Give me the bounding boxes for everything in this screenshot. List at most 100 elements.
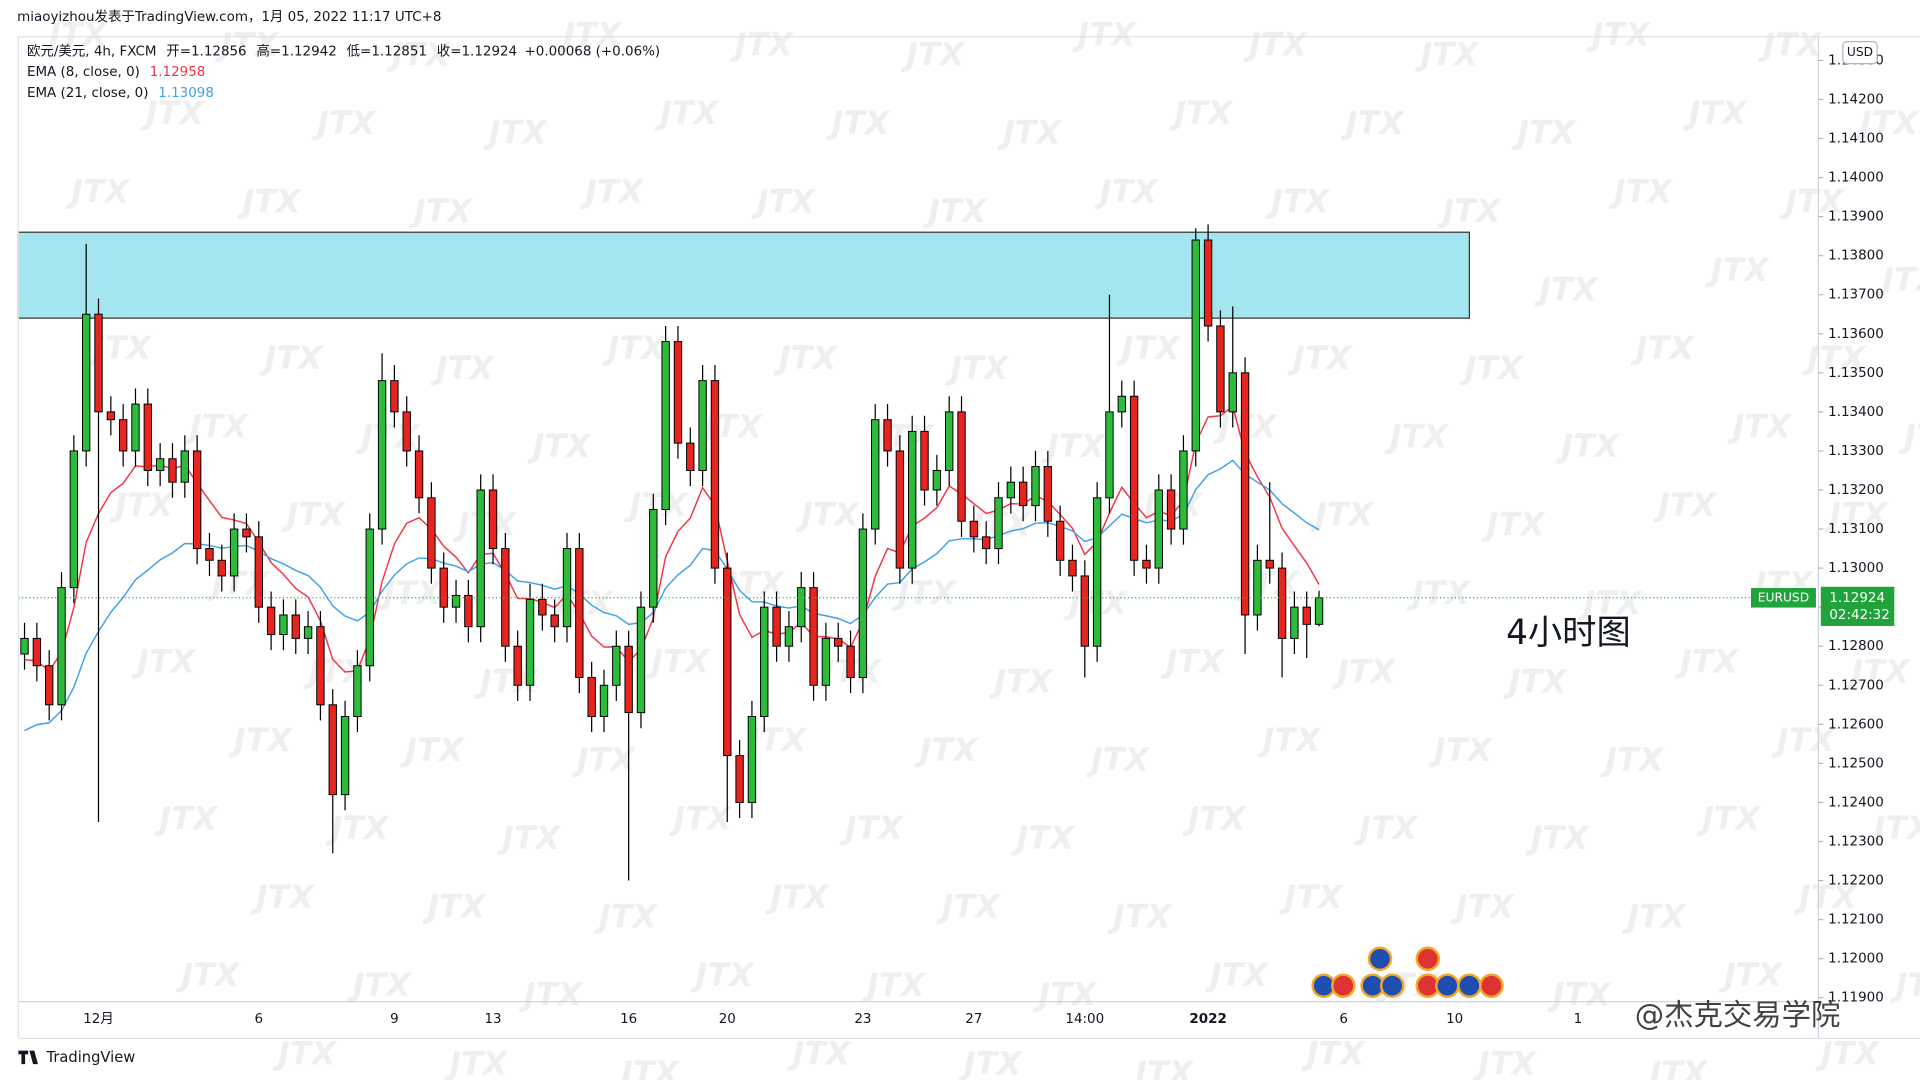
x-tick-label: 6: [254, 1012, 263, 1027]
candle-body: [575, 548, 584, 678]
watermark: JTX: [1511, 114, 1577, 152]
watermark: JTX: [527, 427, 593, 465]
ohlc-label: 高=: [256, 42, 281, 59]
event-icon[interactable]: [1435, 973, 1460, 998]
x-tick-label: 1: [1574, 1012, 1583, 1027]
event-icon[interactable]: [1457, 973, 1482, 998]
watermark: JTX: [1779, 182, 1845, 220]
watermark: JTX: [601, 329, 667, 367]
candle-body: [143, 403, 153, 471]
watermark: JTX: [1674, 643, 1740, 681]
candle-body: [439, 567, 448, 608]
event-icon[interactable]: [1331, 973, 1356, 998]
ohlc-label: 低=: [347, 43, 372, 59]
candle-body: [291, 614, 300, 639]
watermark: JTX: [311, 104, 377, 142]
ema-name: EMA (21, close, 0): [27, 86, 149, 101]
event-icon[interactable]: [1479, 973, 1504, 998]
candle-body: [661, 341, 670, 511]
watermark: JTX: [1450, 888, 1516, 926]
watermark: JTX: [958, 1044, 1024, 1080]
watermark: JTX: [944, 349, 1010, 387]
legend-ohlc: 欧元/美元, 4h, FXCM 开=1.12856 高=1.12942 低=1.128…: [27, 42, 660, 59]
watermark: JTX: [496, 819, 562, 857]
candle-body: [377, 380, 387, 530]
candle-body: [45, 665, 54, 706]
candle-body: [747, 716, 757, 803]
candle-body: [513, 645, 522, 686]
candle-body: [969, 520, 979, 538]
candle-body: [1166, 489, 1176, 530]
candle-body: [1006, 481, 1016, 499]
candle-body: [254, 536, 263, 608]
candle-body: [834, 637, 843, 647]
candle-body: [562, 548, 572, 628]
watermark: JTX: [1129, 1054, 1195, 1080]
watermark: JTX: [1085, 741, 1151, 779]
event-icons: [1311, 946, 1504, 998]
y-tick-label: 1.12800: [1828, 639, 1884, 654]
y-tick-label: 1.13600: [1828, 327, 1884, 342]
candle-body: [858, 528, 868, 678]
candle-body: [957, 411, 966, 522]
watermark: JTX: [1168, 94, 1234, 132]
candle-body: [1142, 559, 1151, 569]
watermark: JTX: [1608, 172, 1674, 210]
candle-body: [735, 755, 744, 803]
candle-body: [1154, 489, 1163, 569]
candle-body: [180, 450, 189, 483]
candle-body: [229, 528, 239, 577]
candle-body: [501, 548, 510, 647]
watermark: JTX: [1727, 408, 1793, 446]
last-price: 1.12924: [1829, 591, 1885, 606]
candle-body: [328, 704, 337, 796]
candle-body: [1216, 325, 1225, 413]
candle-body: [402, 411, 411, 452]
event-icon[interactable]: [1415, 946, 1440, 972]
currency-badge[interactable]: [1842, 41, 1878, 65]
candle-body: [316, 626, 325, 706]
watermark: JTX: [1384, 417, 1450, 455]
ticker: EURUSD: [1758, 590, 1809, 604]
candle-body: [69, 450, 79, 589]
y-tick-label: 1.12400: [1828, 795, 1884, 810]
watermark: JTX: [1845, 652, 1911, 690]
watermark: JTX: [861, 966, 927, 1004]
candle-body: [1117, 395, 1126, 413]
event-icon[interactable]: [1380, 973, 1405, 998]
event-icon[interactable]: [1367, 946, 1393, 972]
ohlc-value: 1.12851: [371, 44, 427, 59]
watermark: JTX: [140, 94, 206, 132]
ticker-badge: [1751, 587, 1816, 608]
legend-ema: EMA (21, close, 0) 1.13098: [27, 86, 214, 101]
watermark: JTX: [1643, 1054, 1709, 1080]
watermark: JTX: [1010, 819, 1076, 857]
y-tick-label: 1.12200: [1828, 874, 1884, 889]
brand-name: TradingView: [46, 1049, 136, 1066]
watermark: JTX: [645, 643, 711, 681]
candle-body: [57, 587, 66, 706]
countdown: 02:42:32: [1829, 608, 1889, 623]
candle-body: [587, 676, 596, 718]
x-tick-label: 10: [1446, 1012, 1463, 1027]
candle-body: [895, 450, 905, 569]
watermark: JTX: [729, 26, 795, 64]
watermark: JTX: [1472, 1044, 1538, 1080]
x-tick-label: 6: [1339, 1012, 1348, 1027]
watermark: JTX: [131, 643, 197, 681]
watermark: JTX: [1898, 417, 1920, 455]
watermark: JTX: [690, 956, 756, 994]
ema-name: EMA (8, close, 0): [27, 65, 140, 80]
watermark: JTX: [1301, 1035, 1367, 1073]
candle-body: [636, 606, 646, 714]
candle-body: [1105, 411, 1114, 499]
ema-line: [24, 405, 1320, 673]
candle-body: [599, 684, 609, 718]
watermark: JTX: [914, 731, 980, 769]
x-tick-label: 16: [620, 1012, 637, 1027]
candle-body: [624, 645, 633, 714]
candle-body: [20, 637, 29, 655]
watermark: JTX: [1309, 496, 1375, 534]
